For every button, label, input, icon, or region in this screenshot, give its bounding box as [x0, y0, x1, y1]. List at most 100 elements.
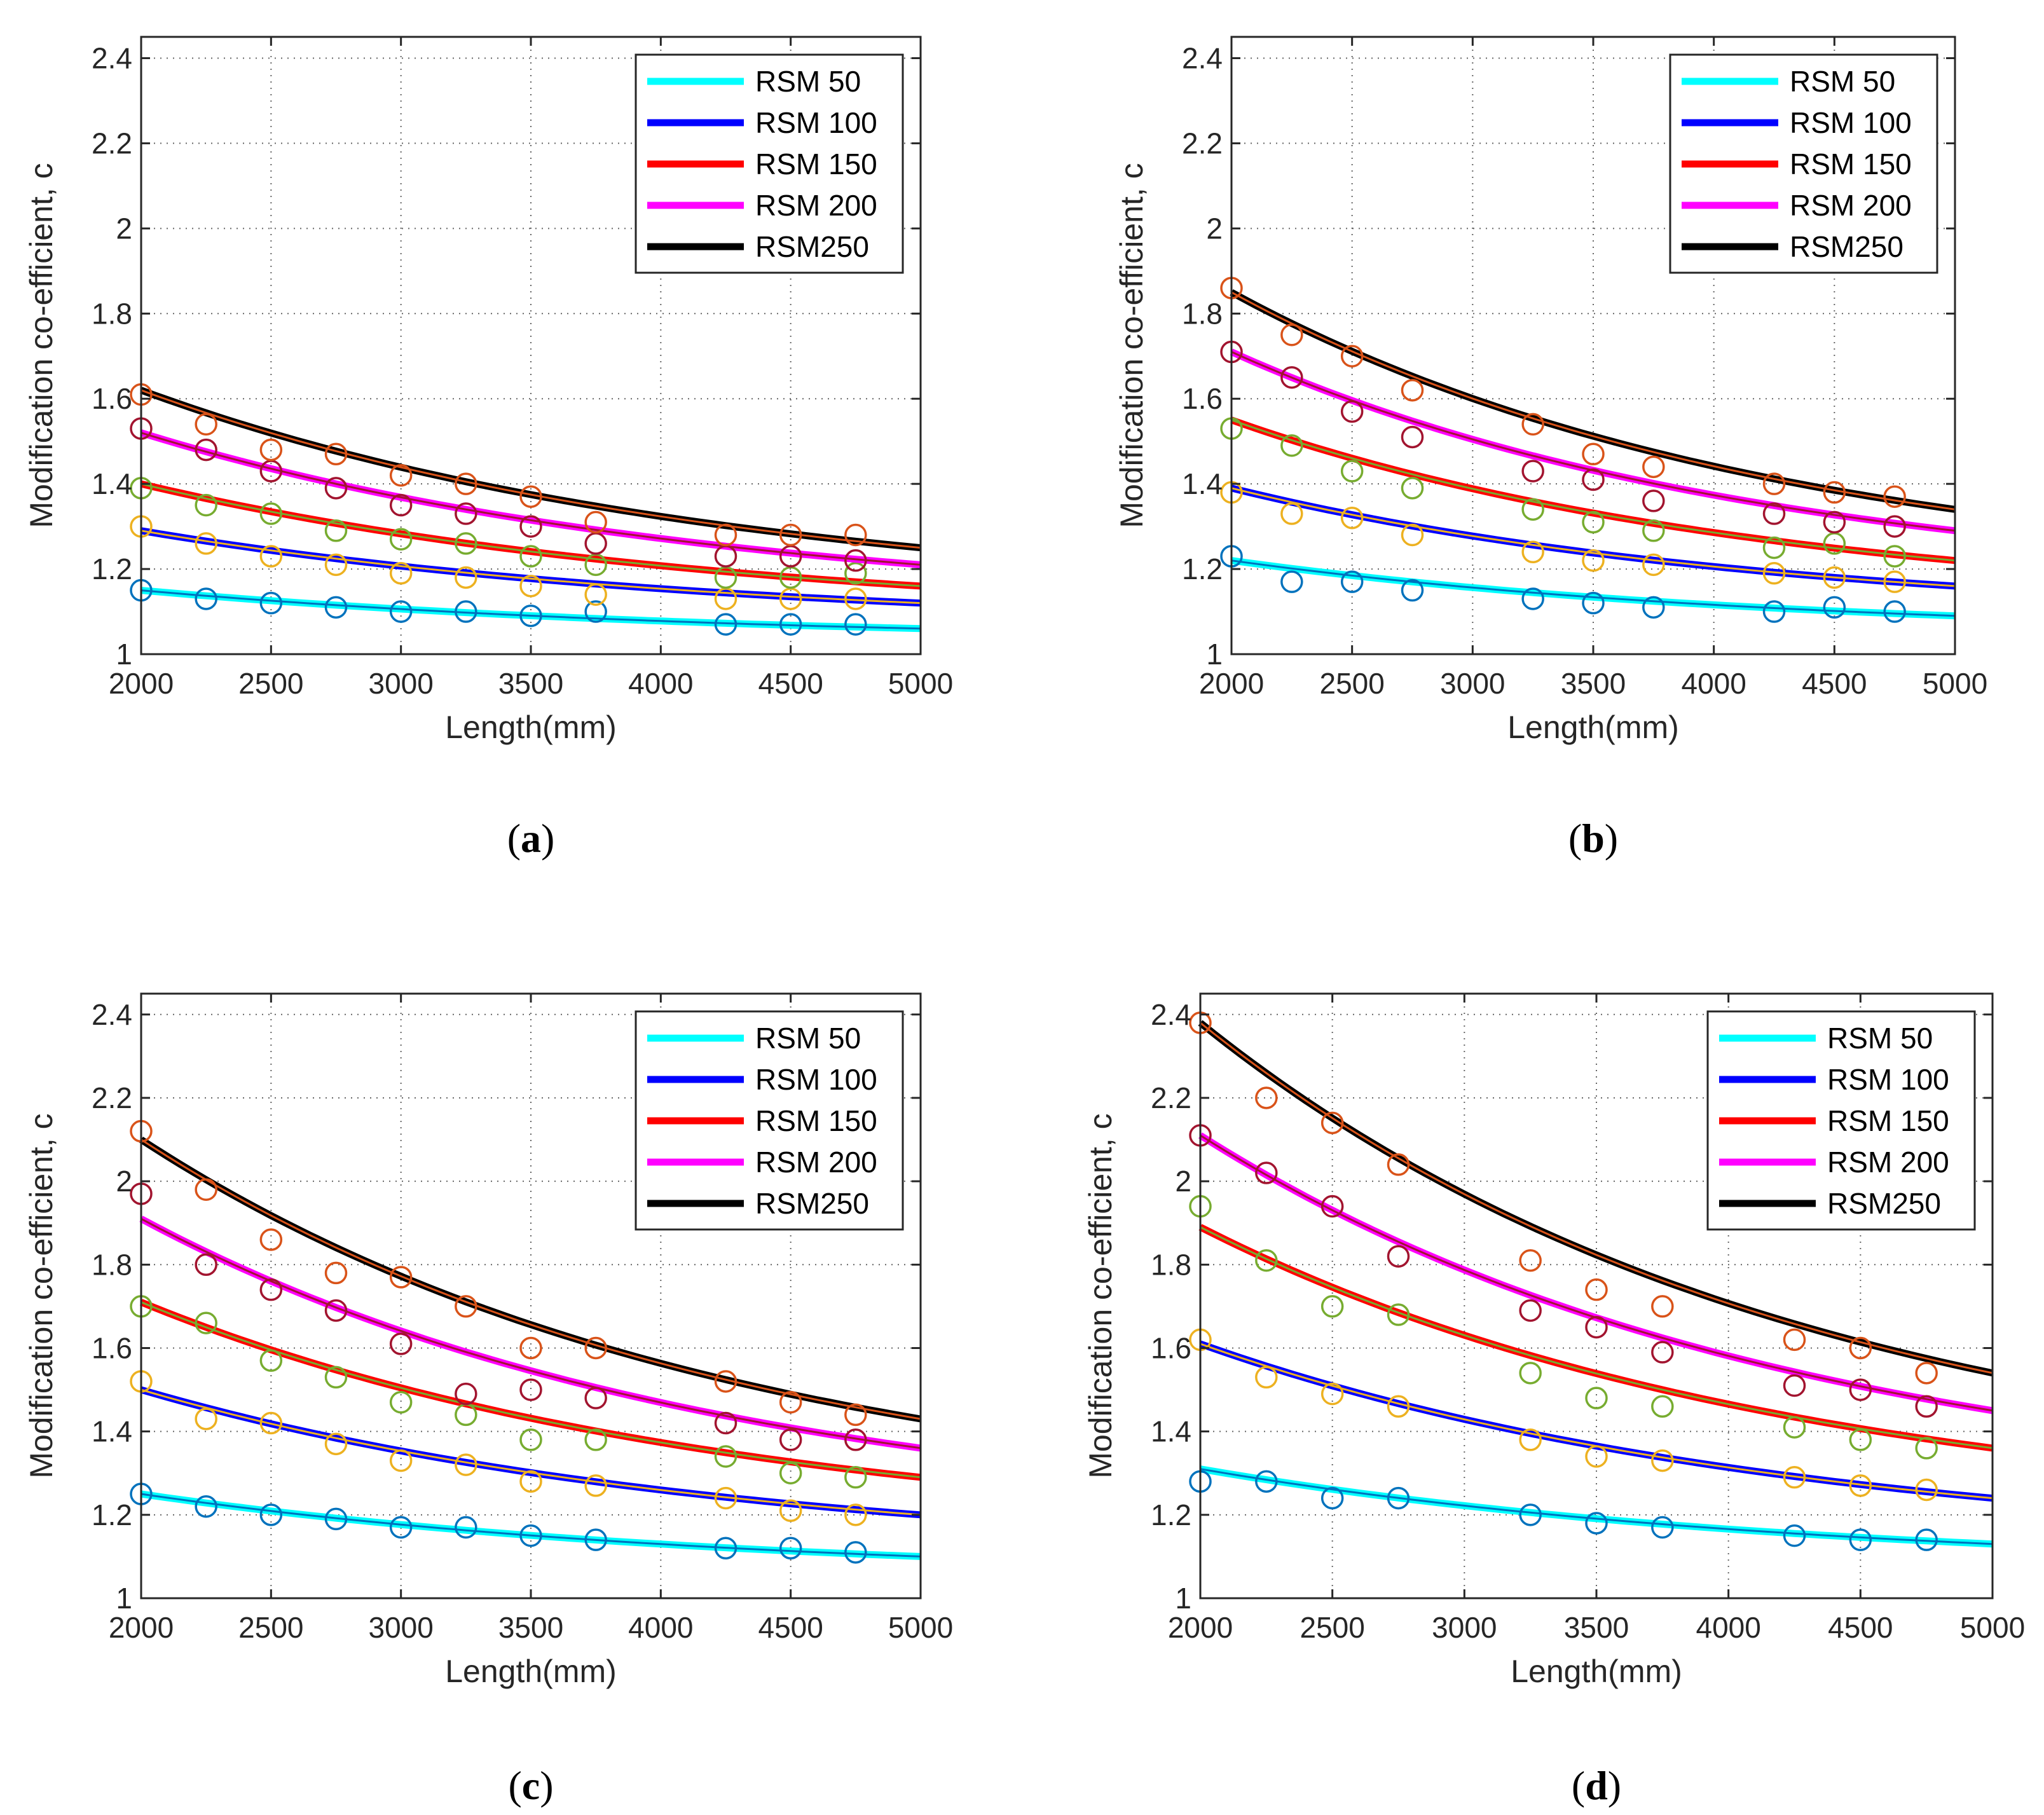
- x-tick-label: 4000: [628, 1611, 693, 1644]
- data-point: [519, 1378, 542, 1401]
- y-tick-label: 1.8: [1151, 1248, 1191, 1281]
- data-point: [584, 583, 607, 606]
- x-tick-label: 3500: [498, 1611, 563, 1644]
- data-point: [779, 1537, 802, 1560]
- y-tick-label: 1.6: [92, 1331, 132, 1364]
- data-point: [259, 1349, 283, 1372]
- legend-label: RSM250: [755, 1187, 869, 1220]
- data-point: [1521, 587, 1544, 610]
- x-axis-label: Length(mm): [445, 709, 617, 745]
- legend-label: RSM 50: [1790, 65, 1895, 98]
- data-point: [1762, 536, 1786, 559]
- data-point: [1401, 523, 1424, 547]
- series-rsm50: [1189, 1465, 1993, 1551]
- data-point: [259, 438, 283, 462]
- data-point: [779, 1428, 802, 1451]
- data-point: [324, 1507, 348, 1531]
- data-point: [1915, 1395, 1938, 1418]
- data-point: [844, 1503, 867, 1526]
- data-point: [259, 1411, 283, 1435]
- y-tick-label: 1.6: [1182, 382, 1223, 415]
- data-point: [324, 477, 348, 500]
- x-axis-label: Length(mm): [1507, 709, 1679, 745]
- fit-line-overlay: [141, 1139, 921, 1420]
- x-tick-label: 4000: [1696, 1611, 1760, 1644]
- data-point: [1849, 1336, 1872, 1360]
- data-point: [844, 549, 867, 572]
- data-point: [714, 613, 737, 636]
- y-axis-label: Modification co-efficient, c: [24, 163, 59, 528]
- data-point: [1915, 1437, 1938, 1460]
- legend-label: RSM 150: [1827, 1104, 1949, 1137]
- data-point: [1651, 1395, 1674, 1418]
- data-point: [1915, 1478, 1938, 1502]
- data-point: [195, 1495, 217, 1518]
- data-point: [1783, 1466, 1806, 1489]
- data-point: [1255, 1366, 1278, 1389]
- data-point: [519, 545, 542, 568]
- data-point: [1387, 1395, 1410, 1418]
- x-axis-label: Length(mm): [445, 1654, 617, 1689]
- x-tick-label: 2000: [109, 667, 174, 700]
- data-point: [584, 510, 607, 534]
- y-tick-label: 2: [1175, 1165, 1191, 1198]
- data-point: [584, 1336, 607, 1360]
- data-point: [519, 1470, 542, 1493]
- x-tick-label: 3000: [368, 1611, 433, 1644]
- data-point: [1849, 1528, 1872, 1551]
- data-point: [1642, 490, 1665, 512]
- x-tick-label: 5000: [1960, 1611, 2025, 1644]
- data-point: [389, 1516, 413, 1539]
- data-point: [844, 523, 867, 547]
- caption-letter: d: [1585, 1763, 1608, 1808]
- data-point: [1762, 562, 1786, 585]
- y-tick-label: 1: [1175, 1582, 1191, 1615]
- data-point: [1585, 1445, 1608, 1468]
- y-tick-label: 2.2: [1182, 127, 1223, 160]
- caption-letter: a: [521, 816, 541, 861]
- series-rsm150: [130, 1295, 921, 1489]
- y-tick-label: 2.2: [92, 127, 132, 160]
- data-point: [1823, 566, 1846, 589]
- data-point: [1762, 600, 1786, 623]
- data-point: [1651, 1341, 1674, 1364]
- series-rsm100: [1220, 481, 1956, 593]
- data-point: [1280, 324, 1303, 346]
- x-tick-label: 2500: [238, 667, 303, 700]
- data-point: [584, 1428, 607, 1451]
- caption-open: (: [1568, 816, 1582, 861]
- data-point: [779, 613, 802, 636]
- y-tick-label: 1: [1206, 638, 1223, 671]
- data-point: [519, 604, 542, 627]
- x-tick-label: 2500: [1319, 667, 1384, 700]
- y-tick-label: 1.6: [1151, 1331, 1191, 1364]
- x-tick-label: 3000: [368, 667, 433, 700]
- x-tick-label: 4000: [1681, 667, 1746, 700]
- data-point: [714, 1486, 737, 1510]
- data-point: [259, 1278, 283, 1301]
- legend-label: RSM 200: [755, 1146, 877, 1179]
- data-point: [455, 502, 477, 525]
- data-point: [844, 613, 867, 636]
- legend-label: RSM 50: [1827, 1022, 1933, 1055]
- series-rsm50: [130, 1483, 921, 1564]
- data-point: [1340, 345, 1364, 367]
- series-rsm250: [130, 383, 921, 552]
- x-tick-label: 5000: [1923, 667, 1987, 700]
- legend-label: RSM 100: [755, 1063, 877, 1096]
- data-point: [1340, 400, 1364, 423]
- data-point: [195, 1407, 217, 1430]
- caption-open: (: [508, 1763, 521, 1808]
- data-point: [324, 1261, 348, 1285]
- data-point: [1401, 379, 1424, 402]
- data-point: [1521, 498, 1544, 521]
- data-point: [1521, 460, 1544, 483]
- data-point: [779, 1390, 802, 1414]
- data-point: [1521, 540, 1544, 564]
- chart-panel-c: 2000 2500 3000 3500 4000 4500 5000 1 1.2 1.4 1.6 1.…: [24, 992, 953, 1808]
- legend-label: RSM 100: [755, 106, 877, 139]
- data-point: [844, 562, 867, 585]
- data-point: [1582, 468, 1605, 491]
- data-point: [1582, 591, 1605, 615]
- data-point: [1519, 1503, 1542, 1526]
